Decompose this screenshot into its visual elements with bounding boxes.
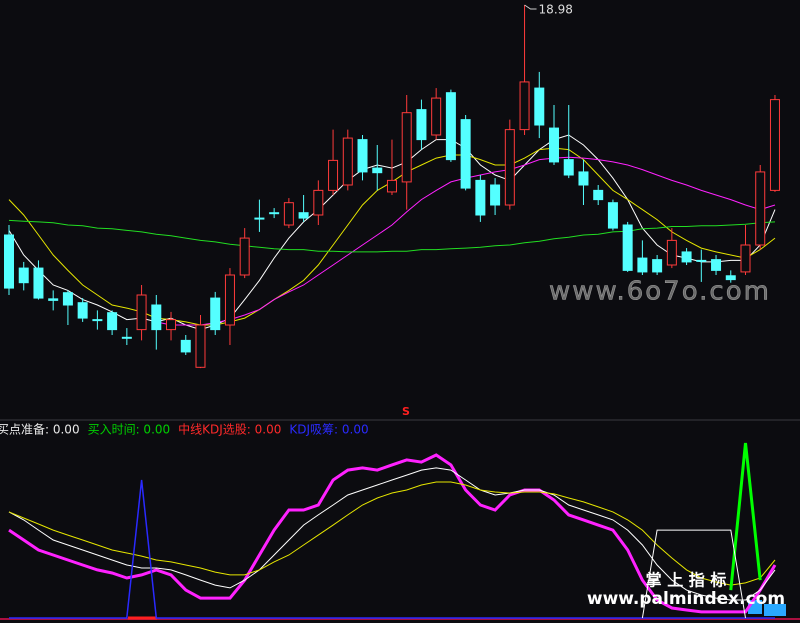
candle-body xyxy=(313,189,324,216)
candle-body xyxy=(769,99,780,191)
candle-body xyxy=(490,184,501,206)
candle-body xyxy=(283,202,294,226)
legend-entry: KDJ吸筹: 0.00 xyxy=(289,423,368,437)
candle-body xyxy=(195,324,206,368)
price-panel: 18.98 S xyxy=(4,3,780,418)
candle-body xyxy=(593,189,604,201)
candle-body xyxy=(372,167,383,174)
indicator-panel: 买点准备: 0.00 买入时间: 0.00 中线KDJ选股: 0.00 KDJ吸筹: … xyxy=(0,422,777,619)
series-line xyxy=(8,219,776,253)
candle-body xyxy=(92,319,103,322)
candle-body xyxy=(666,239,677,266)
candle-body xyxy=(107,312,118,331)
candle-body xyxy=(534,87,545,126)
candle-body xyxy=(18,267,29,284)
series-line xyxy=(8,467,776,601)
candle-body xyxy=(460,119,471,189)
candle-body xyxy=(445,92,456,161)
series-line xyxy=(9,479,775,619)
legend-entry: 买点准备: 0.00 xyxy=(0,423,80,437)
candle-body xyxy=(121,336,132,339)
watermark: 掌 上 指 标 xyxy=(646,571,727,590)
candle-body xyxy=(77,302,88,319)
candle-body xyxy=(62,292,73,306)
series-line xyxy=(641,529,746,619)
max-label: 18.98 xyxy=(539,3,573,17)
candle-body xyxy=(637,257,648,273)
candle-body xyxy=(4,234,14,289)
candle-body xyxy=(328,159,339,191)
legend-entry: 买入时间: 0.00 xyxy=(88,423,171,437)
candle-body xyxy=(33,267,44,299)
signal-marker: S xyxy=(402,405,410,418)
candle-body xyxy=(475,179,486,216)
candle-body xyxy=(681,251,692,263)
candle-body xyxy=(48,298,59,301)
candle-body xyxy=(357,139,368,173)
watermark: www.6o7o.com xyxy=(549,277,771,307)
candle-body xyxy=(431,97,442,136)
candle-body xyxy=(269,212,280,215)
candle-body xyxy=(622,224,633,271)
candle-body xyxy=(519,81,530,131)
signal-block xyxy=(764,604,786,616)
series-line xyxy=(8,481,776,586)
candle-body xyxy=(342,137,353,186)
candle-body xyxy=(578,171,589,186)
candle-body xyxy=(239,237,250,276)
candle-body xyxy=(386,179,397,193)
candle-body xyxy=(151,304,162,331)
candle-body xyxy=(652,259,663,273)
candle-body xyxy=(504,129,515,206)
max-pointer xyxy=(524,4,537,10)
candle-body xyxy=(416,109,427,141)
candle-body xyxy=(224,274,235,326)
candle-body xyxy=(711,259,722,271)
legend-entry: 中线KDJ选股: 0.00 xyxy=(178,422,281,437)
candle-body xyxy=(180,339,191,353)
candle-body xyxy=(136,294,147,331)
candle-body xyxy=(401,112,412,183)
candle-body xyxy=(563,159,574,176)
candle-body xyxy=(696,259,707,262)
candle-body xyxy=(607,202,618,229)
candle-body xyxy=(740,244,751,273)
series-line xyxy=(729,442,762,591)
candle-body xyxy=(254,217,265,220)
candle-body xyxy=(725,275,736,281)
candle-body xyxy=(755,171,766,246)
candle-body xyxy=(210,297,221,331)
candle-body xyxy=(298,212,309,219)
candle-body xyxy=(549,127,560,163)
candle-body xyxy=(166,319,177,331)
watermark: www.palmindex.com xyxy=(587,589,785,609)
